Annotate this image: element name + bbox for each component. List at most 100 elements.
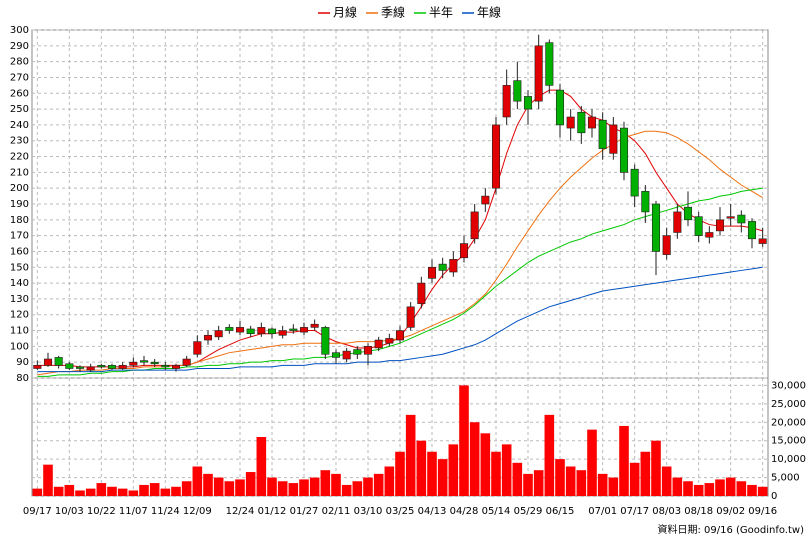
volume-bar [267, 477, 277, 496]
volume-bar [75, 490, 85, 496]
volume-bar [373, 473, 384, 496]
volume-bar [213, 477, 224, 496]
candle-body [641, 191, 650, 213]
x-tick-label: 03/25 [386, 506, 415, 517]
candle-body [673, 211, 682, 233]
volume-bar [715, 479, 725, 496]
volume-bar [384, 466, 395, 496]
volume-bar [43, 464, 53, 496]
plot-frame [31, 29, 769, 497]
x-tick-label: 10/22 [87, 506, 116, 517]
candle-body [651, 203, 661, 252]
candle-body [555, 89, 565, 126]
volume-bar [672, 477, 683, 496]
candle-body [267, 328, 277, 335]
candle-body [726, 216, 735, 219]
y-tick-label: 260 [10, 88, 29, 99]
candle-body [705, 232, 714, 238]
x-tick-label: 06/15 [546, 506, 575, 517]
x-tick-label: 03/10 [354, 506, 383, 517]
volume-bar [288, 483, 299, 496]
volume-bar [309, 477, 320, 496]
volume-bar [363, 477, 373, 496]
candle-body [331, 352, 341, 358]
volume-bar [533, 470, 544, 496]
candle-body [459, 243, 469, 259]
volume-bar [299, 479, 309, 496]
y-tick-label: 190 [10, 199, 29, 210]
legend-label: 年線 [477, 5, 501, 20]
x-tick-label: 09/16 [748, 506, 777, 517]
y-tick-label: 160 [10, 246, 29, 257]
x-tick-label: 10/03 [55, 506, 84, 517]
y-tick-label: 120 [10, 310, 29, 321]
volume-bar [619, 425, 629, 496]
volume-bar [85, 488, 96, 496]
candle-body [225, 327, 234, 331]
volume-bar [704, 483, 715, 496]
candle-body [86, 366, 95, 371]
x-tick-label: 05/14 [482, 506, 511, 517]
volume-bar [107, 486, 117, 496]
y-tick-label: 140 [10, 278, 29, 289]
volume-bar [459, 385, 469, 496]
y-tick-label: 200 [10, 183, 29, 194]
candle-body [107, 365, 117, 369]
y-tick-label: 250 [10, 104, 29, 115]
candle-body [235, 327, 245, 333]
volume-bar [501, 444, 512, 496]
x-tick-label: 01/12 [258, 506, 287, 517]
y-tick-label: 300 [10, 25, 29, 36]
volume-bar [565, 466, 576, 496]
candle-body [342, 350, 351, 360]
candle-body [129, 361, 138, 366]
volume-bar [683, 481, 693, 496]
candle-body [737, 214, 746, 224]
x-tick-label: 12/09 [183, 506, 212, 517]
candle-body [43, 358, 53, 366]
volume-bar [224, 481, 235, 496]
x-tick-label: 12/24 [226, 506, 255, 517]
candle-body [513, 80, 522, 102]
candle-body [587, 116, 597, 129]
candle-body [683, 206, 693, 221]
x-tick-label: 07/17 [620, 506, 649, 517]
volume-bar [661, 466, 672, 496]
x-tick-label: 09/17 [23, 506, 52, 517]
volume-bar [448, 444, 459, 496]
y-tick-label: 90 [16, 357, 29, 368]
y-tick-label: 240 [10, 120, 29, 131]
x-tick-label: 05/29 [514, 506, 543, 517]
candle-body [193, 341, 202, 355]
candle-body [321, 327, 330, 355]
candle-body [417, 282, 426, 304]
y-tick-label: 180 [10, 215, 29, 226]
candle-body [139, 360, 149, 363]
candle-body [523, 96, 533, 110]
candle-body [299, 327, 309, 333]
candle-body [662, 235, 671, 255]
volume-bar [245, 472, 256, 496]
volume-bar [757, 486, 768, 496]
y2-tick-label: 20,000 [771, 417, 806, 428]
candle-body [97, 365, 106, 368]
candle-body [246, 328, 255, 335]
footer: 資料日期: 09/16 (Goodinfo.tw) [657, 523, 804, 536]
y-tick-label: 150 [10, 262, 29, 273]
candle-body [75, 366, 85, 369]
candle-body [747, 221, 757, 240]
candle-body [289, 328, 298, 331]
volume-bar [53, 486, 64, 496]
x-tick-label: 01/27 [290, 506, 319, 517]
volume-bar [117, 488, 128, 496]
y-tick-label: 290 [10, 41, 29, 52]
candle-body [598, 119, 607, 149]
candle-body [619, 127, 629, 173]
y-tick-label: 270 [10, 72, 29, 83]
volume-bar [640, 451, 651, 496]
y-tick-label: 130 [10, 294, 29, 305]
candle-body [395, 330, 405, 341]
y2-tick-label: 5,000 [771, 473, 800, 484]
volume-bar [171, 486, 181, 496]
